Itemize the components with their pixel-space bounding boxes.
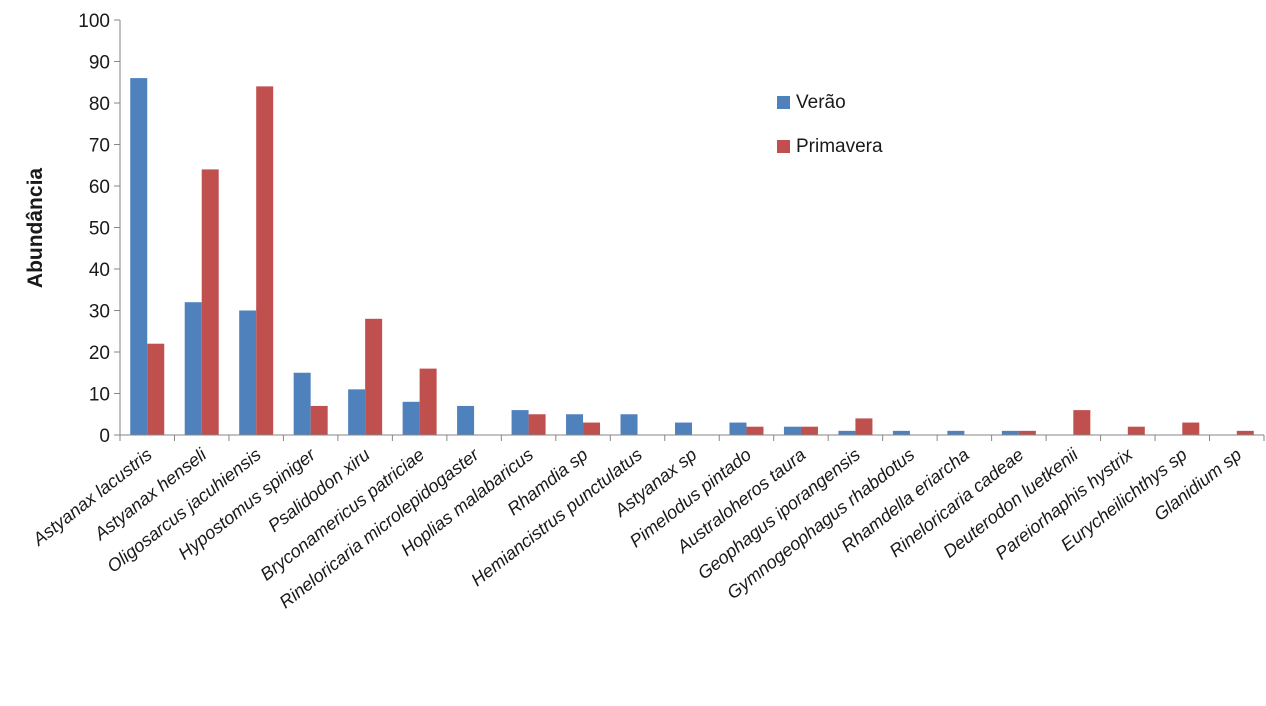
- bar-verao-11: [729, 422, 747, 435]
- y-tick-label: 50: [89, 219, 110, 240]
- bar-primavera-0: [147, 343, 165, 435]
- bar-primavera-13: [855, 418, 873, 435]
- y-tick-label: 40: [89, 260, 110, 281]
- bar-verao-13: [838, 430, 856, 435]
- bar-verao-1: [184, 302, 202, 435]
- y-tick-label: 60: [89, 177, 110, 198]
- bar-verao-12: [783, 426, 801, 435]
- bar-primavera-3: [310, 405, 328, 435]
- bar-verao-8: [566, 414, 584, 435]
- legend-swatch-primavera: [777, 140, 790, 153]
- bar-verao-7: [511, 410, 529, 435]
- bar-primavera-18: [1127, 426, 1145, 435]
- bar-verao-10: [675, 422, 692, 435]
- y-tick-label: 20: [89, 343, 110, 364]
- legend-label-verao: Verão: [796, 92, 846, 113]
- bar-primavera-11: [746, 426, 764, 435]
- bar-primavera-7: [528, 414, 546, 435]
- bar-verao-0: [130, 78, 148, 435]
- bar-verao-3: [293, 372, 311, 435]
- y-tick-label: 80: [89, 94, 110, 115]
- bar-primavera-16: [1018, 430, 1036, 435]
- bar-primavera-8: [583, 422, 601, 435]
- bar-primavera-19: [1182, 422, 1200, 435]
- bar-verao-4: [348, 389, 366, 435]
- y-tick-label: 0: [99, 426, 110, 447]
- y-tick-label: 90: [89, 53, 110, 74]
- bar-primavera-5: [419, 368, 437, 435]
- bar-verao-6: [457, 405, 475, 435]
- bar-verao-14: [892, 430, 910, 435]
- legend-swatch-verao: [777, 96, 790, 109]
- bar-verao-2: [239, 310, 257, 435]
- legend: Verão Primavera: [777, 92, 883, 157]
- y-tick-label: 30: [89, 302, 110, 323]
- y-tick-label: 100: [78, 11, 110, 32]
- legend-label-primavera: Primavera: [796, 136, 883, 157]
- bar-primavera-20: [1236, 430, 1254, 435]
- y-tick-label: 70: [89, 136, 110, 157]
- bar-verao-16: [1001, 430, 1019, 435]
- y-axis-label: Abundância: [24, 168, 47, 288]
- bar-primavera-12: [800, 426, 818, 435]
- bar-primavera-1: [201, 169, 219, 435]
- bar-verao-9: [620, 414, 638, 435]
- bar-primavera-4: [365, 318, 383, 435]
- bar-primavera-17: [1073, 410, 1091, 435]
- bar-verao-5: [402, 401, 420, 435]
- bar-primavera-2: [256, 86, 274, 436]
- bar-verao-15: [947, 430, 965, 435]
- y-tick-label: 10: [89, 385, 110, 406]
